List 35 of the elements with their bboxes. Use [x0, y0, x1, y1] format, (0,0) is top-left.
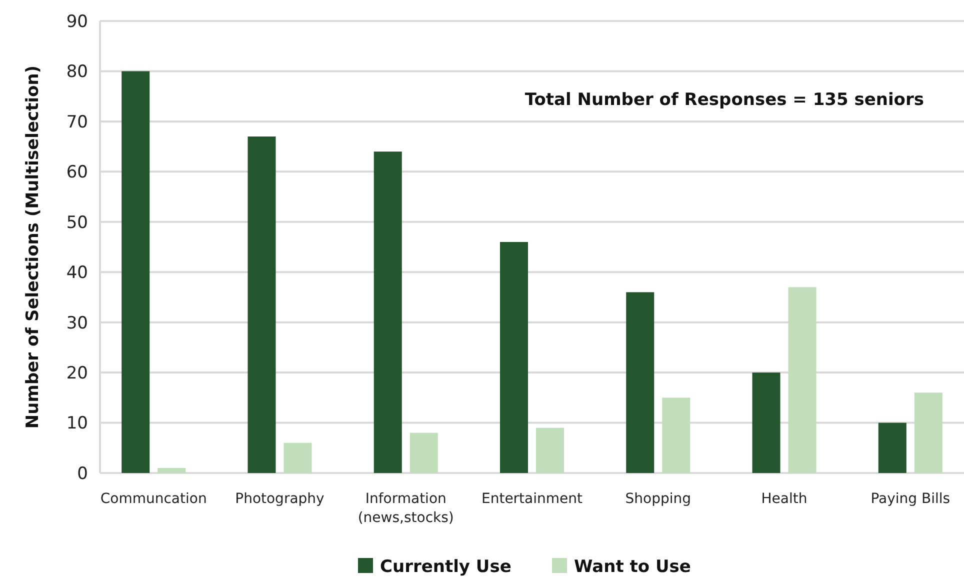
annotation: Total Number of Responses = 135 seniors — [524, 90, 924, 110]
bar — [248, 136, 276, 473]
bar — [662, 398, 690, 473]
x-tick-label: Communcation — [100, 491, 207, 507]
bar — [500, 242, 528, 473]
bar — [536, 428, 564, 473]
x-tick-label: Entertainment — [481, 491, 584, 507]
x-tick-label: Information (news,stocks) — [358, 491, 454, 526]
y-tick-label: 0 — [77, 464, 88, 484]
bar — [374, 152, 402, 473]
bar — [788, 287, 816, 473]
bar — [752, 372, 780, 473]
y-tick-label: 10 — [66, 414, 88, 434]
y-tick-label: 50 — [66, 212, 88, 233]
x-tick-label: Paying Bills — [870, 491, 950, 507]
y-tick-label: 80 — [66, 62, 88, 82]
bar — [626, 292, 654, 473]
y-tick-label: 30 — [66, 313, 88, 334]
y-tick-label: 60 — [66, 162, 88, 183]
x-tick-label: Health — [761, 491, 808, 507]
y-tick-label: 90 — [66, 12, 88, 32]
x-tick-label: Photography — [235, 491, 324, 507]
bar — [878, 422, 906, 473]
bar — [122, 71, 150, 473]
legend-label: Want to Use — [574, 556, 691, 577]
y-tick-label: 40 — [66, 263, 88, 284]
y-tick-label: 20 — [66, 364, 88, 384]
bar — [158, 468, 186, 473]
legend-label: Currently Use — [380, 556, 512, 577]
x-tick-label: Shopping — [625, 491, 692, 507]
y-tick-label: 70 — [66, 112, 88, 132]
y-axis-title: Number of Selections (Multiselection) — [23, 65, 43, 429]
bar — [284, 442, 312, 473]
bar — [914, 392, 942, 473]
bar — [410, 432, 438, 473]
